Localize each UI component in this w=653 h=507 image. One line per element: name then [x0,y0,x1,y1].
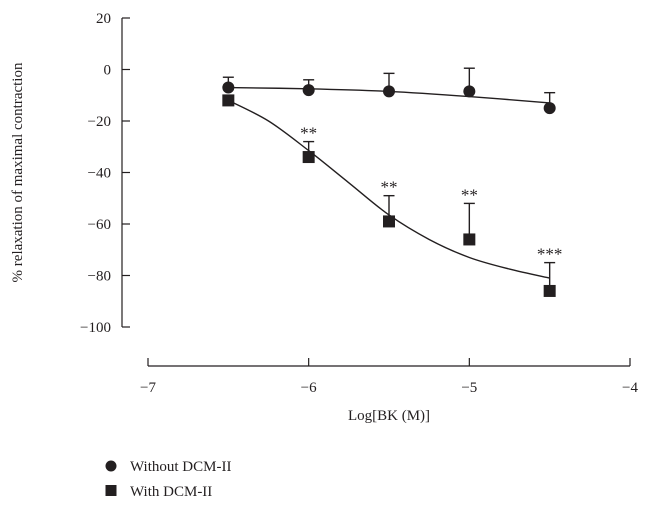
data-point [222,81,235,94]
legend-label-with-dcm: With DCM-II [130,484,212,500]
y-tick-label: −40 [88,166,111,182]
legend-label-without-dcm: Without DCM-II [130,459,231,475]
x-axis-title: Log[BK (M)] [348,408,430,424]
data-point [383,85,395,98]
y-tick-label: −100 [80,320,111,336]
data-point [383,215,395,228]
x-tick-label: −7 [140,380,156,396]
legend-marker-without-dcm [105,460,117,472]
y-tick-label: −20 [88,114,111,130]
x-axis: −7 −6 −5 −4 [140,358,638,396]
x-tick-label: −5 [461,380,477,396]
data-point [302,84,315,97]
significance-label: ** [461,185,478,204]
y-axis-title: % relaxation of maximal contraction [10,62,26,282]
data-point [543,284,556,297]
y-ticks: 20 0 −20 −40 −60 −80 −100 [80,11,130,336]
legend: Without DCM-II With DCM-II [105,459,231,500]
y-tick-label: −80 [88,269,111,285]
y-axis: 20 0 −20 −40 −60 −80 −100 [80,11,130,336]
y-tick-label: −60 [88,217,111,233]
significance-label: *** [537,245,563,264]
series-without-dcm [222,67,556,115]
series-with-dcm: **** ***** [222,94,562,297]
data-point [222,94,235,107]
x-tick-label: −6 [301,380,317,396]
data-point [463,85,476,98]
significance-label: ** [381,178,398,197]
y-tick-label: 0 [104,63,112,79]
x-tick-label: −4 [622,380,638,396]
data-point [463,233,476,246]
significance-label: ** [300,124,317,143]
x-ticks: −7 −6 −5 −4 [140,358,638,396]
plot-area: **** ***** [222,67,562,297]
data-point [302,151,315,164]
data-point [543,102,556,115]
y-tick-label: 20 [96,11,111,27]
legend-marker-with-dcm [105,485,117,496]
